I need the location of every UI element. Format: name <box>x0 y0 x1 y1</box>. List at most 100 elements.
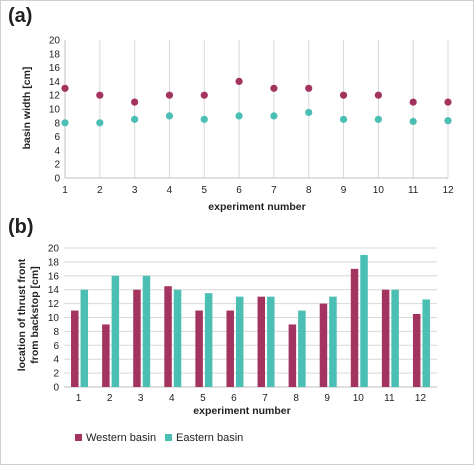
y-tick-label: 16 <box>49 63 61 74</box>
x-tick-label: 10 <box>353 393 365 404</box>
panel-b: (b) location of thrust front from backst… <box>8 216 437 444</box>
panel-b-x-ticks: 1 2 3 4 5 6 7 8 9 10 11 12 <box>76 393 427 404</box>
western-basin-bar <box>226 310 234 387</box>
x-tick-label: 9 <box>324 393 330 404</box>
eastern-basin-point <box>165 112 174 120</box>
eastern-basin-bar <box>360 254 368 387</box>
y-tick-label: 2 <box>53 369 59 380</box>
y-tick-label: 8 <box>53 327 59 338</box>
x-tick-label: 4 <box>167 185 173 196</box>
x-tick-label: 11 <box>408 185 419 196</box>
y-tick-label: 20 <box>49 36 61 47</box>
panel-b-bars <box>71 254 430 387</box>
x-tick-label: 11 <box>384 393 395 404</box>
eastern-basin-point <box>235 112 243 120</box>
eastern-basin-bar <box>422 299 430 387</box>
x-tick-label: 7 <box>262 393 268 404</box>
western-basin-bar <box>71 310 79 387</box>
eastern-basin-bar <box>329 296 337 387</box>
x-tick-label: 3 <box>132 185 138 196</box>
eastern-basin-point <box>200 115 208 123</box>
x-tick-label: 8 <box>306 185 312 196</box>
panel-b-label: (b) <box>8 216 34 238</box>
y-tick-label: 4 <box>53 355 59 366</box>
y-tick-label: 18 <box>48 257 60 268</box>
y-tick-label: 12 <box>48 299 60 310</box>
x-tick-label: 4 <box>169 393 175 404</box>
western-basin-bar <box>288 324 297 387</box>
eastern-basin-bar <box>80 289 89 387</box>
y-tick-label: 10 <box>48 313 60 324</box>
x-tick-label: 7 <box>271 185 277 196</box>
eastern-basin-point <box>444 117 452 125</box>
legend-swatch-western-basin <box>75 434 82 441</box>
eastern-basin-point <box>339 115 348 123</box>
western-basin-bar <box>350 268 359 387</box>
eastern-basin-bar <box>391 289 399 387</box>
eastern-basin-point <box>131 115 139 123</box>
y-tick-label: 2 <box>54 160 60 171</box>
western-basin-bar <box>195 310 203 387</box>
legend-label-eastern-basin: Eastern basin <box>176 432 243 444</box>
western-basin-point <box>165 91 174 99</box>
panel-a: (a) basin width [cm] experiment number 0… <box>8 5 454 213</box>
western-basin-point <box>131 98 139 106</box>
western-basin-point <box>339 91 348 99</box>
y-tick-label: 8 <box>54 118 60 129</box>
x-tick-label: 6 <box>231 393 237 404</box>
eastern-basin-bar <box>111 275 120 387</box>
panel-b-legend: Western basin Eastern basin <box>75 432 243 444</box>
eastern-basin-bar <box>235 296 244 387</box>
eastern-basin-bar <box>267 296 275 387</box>
eastern-basin-bar <box>173 289 182 387</box>
y-tick-label: 14 <box>48 285 60 296</box>
western-basin-point <box>409 98 417 106</box>
eastern-basin-point <box>61 119 69 127</box>
panel-a-x-ticks: 1 2 3 4 5 6 7 8 9 10 11 12 <box>62 185 454 196</box>
y-tick-label: 0 <box>53 383 59 394</box>
y-tick-label: 14 <box>49 77 61 88</box>
x-tick-label: 6 <box>236 185 242 196</box>
western-basin-bar <box>102 324 110 387</box>
eastern-basin-point <box>374 115 382 123</box>
western-basin-bar <box>319 303 328 387</box>
y-tick-label: 4 <box>54 146 60 157</box>
panel-b-xlabel: experiment number <box>193 405 290 417</box>
western-basin-bar <box>164 286 172 387</box>
western-basin-point <box>305 84 313 92</box>
western-basin-point <box>444 98 452 106</box>
panel-a-label: (a) <box>8 5 32 27</box>
panel-a-y-ticks: 0 2 4 6 8 10 12 14 16 18 20 <box>49 36 61 185</box>
panel-b-y-ticks: 0 2 4 6 8 10 12 14 16 18 20 <box>48 244 60 394</box>
x-tick-label: 2 <box>107 393 113 404</box>
x-tick-label: 5 <box>200 393 206 404</box>
y-tick-label: 0 <box>54 174 60 185</box>
legend-label-western-basin: Western basin <box>86 432 156 444</box>
x-tick-label: 1 <box>62 185 68 196</box>
legend-swatch-eastern-basin <box>165 434 172 441</box>
eastern-basin-point <box>96 119 104 127</box>
x-tick-label: 10 <box>373 185 385 196</box>
x-tick-label: 12 <box>442 185 454 196</box>
panel-b-ylabel-line-2: from backstop [cm] <box>29 266 41 363</box>
western-basin-point <box>374 91 382 99</box>
x-tick-label: 1 <box>76 393 82 404</box>
x-tick-label: 5 <box>201 185 207 196</box>
western-basin-point <box>200 91 208 99</box>
western-basin-point <box>235 77 243 85</box>
western-basin-bar <box>381 289 390 387</box>
western-basin-bar <box>257 296 266 387</box>
x-tick-label: 3 <box>138 393 144 404</box>
eastern-basin-point <box>305 108 313 117</box>
western-basin-bar <box>133 289 141 387</box>
western-basin-point <box>270 84 278 92</box>
x-tick-label: 8 <box>293 393 299 404</box>
panel-b-grid <box>64 247 437 388</box>
panel-a-grid <box>64 40 449 178</box>
eastern-basin-bar <box>204 293 213 387</box>
panel-b-ylabel-line-1: location of thrust front <box>16 258 28 371</box>
eastern-basin-bar <box>298 310 306 387</box>
y-tick-label: 18 <box>49 49 61 60</box>
y-tick-label: 6 <box>53 341 59 352</box>
